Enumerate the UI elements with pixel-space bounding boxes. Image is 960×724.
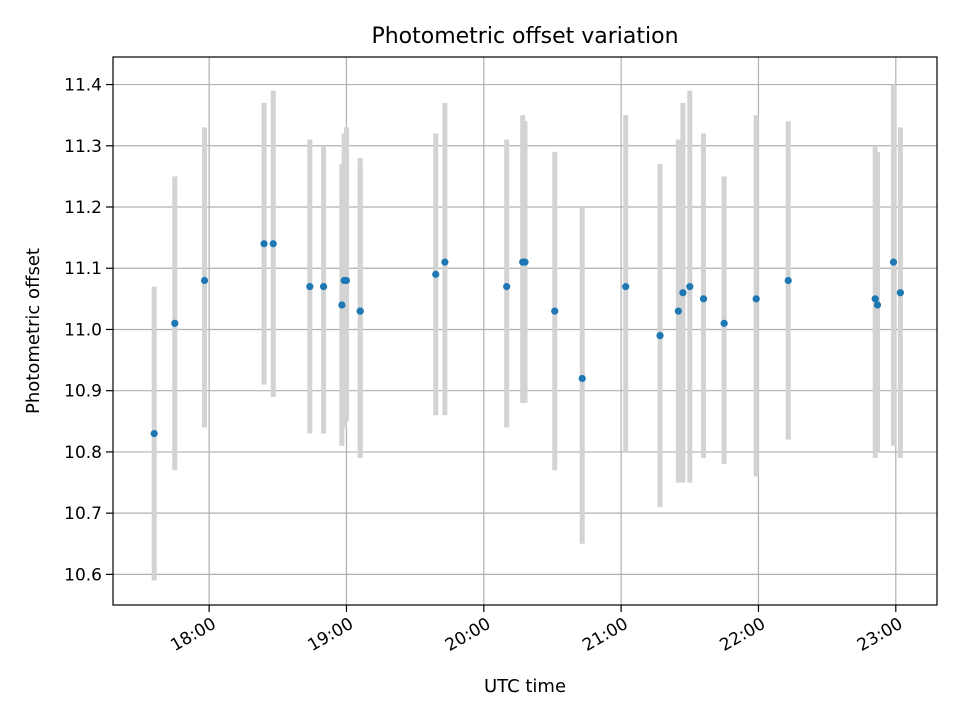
data-point (896, 289, 904, 297)
data-point (871, 295, 879, 303)
y-tick-label: 10.6 (64, 565, 102, 585)
y-tick-label: 11.3 (64, 137, 102, 157)
x-tick-label: 22:00 (717, 614, 769, 656)
data-point (674, 307, 682, 315)
y-tick-label: 10.9 (64, 382, 102, 402)
data-point (784, 276, 792, 285)
x-tick-label: 23:00 (854, 614, 906, 656)
data-point (150, 429, 158, 438)
data-point (200, 276, 209, 285)
data-point (521, 258, 529, 266)
y-tick-label: 10.8 (64, 443, 102, 463)
data-point (171, 319, 179, 327)
data-point (342, 276, 351, 285)
y-tick-label: 11.0 (64, 320, 102, 340)
data-point (622, 283, 630, 291)
y-tick-label: 11.2 (64, 198, 102, 218)
data-point (503, 283, 511, 291)
y-axis-label: Photometric offset (23, 248, 44, 414)
x-axis: 18:00 19:00 20:00 21:00 22:00 23:00 (167, 605, 906, 656)
point-layer (150, 240, 904, 438)
y-axis: 10.6 10.7 10.8 10.9 11.0 11.1 11.2 11.3 11.4 (64, 76, 113, 585)
data-point (889, 258, 898, 266)
data-point (338, 301, 346, 309)
data-point (873, 301, 882, 309)
data-point (356, 307, 364, 315)
plot-frame (112, 56, 938, 606)
data-point (432, 270, 440, 278)
y-tick-label: 11.1 (64, 259, 102, 279)
data-point (319, 283, 328, 291)
y-tick-label: 10.7 (64, 504, 102, 524)
x-tick-label: 21:00 (579, 614, 631, 656)
data-point (260, 240, 268, 248)
data-point (656, 331, 664, 340)
x-tick-label: 19:00 (305, 614, 357, 656)
x-tick-label: 18:00 (167, 614, 219, 656)
chart-title: Photometric offset variation (371, 24, 678, 49)
data-point (269, 240, 277, 248)
data-point (578, 374, 586, 383)
x-axis-label: UTC time (484, 676, 566, 697)
data-point (686, 283, 694, 291)
data-point (551, 307, 559, 315)
x-tick-label: 20:00 (442, 614, 494, 656)
data-point (441, 258, 449, 266)
y-tick-label: 11.4 (64, 76, 102, 96)
data-point (699, 295, 708, 303)
data-point (306, 283, 314, 291)
data-point (752, 295, 760, 303)
data-point (679, 289, 687, 297)
data-point (720, 319, 728, 327)
errorbar-layer (151, 84, 903, 581)
